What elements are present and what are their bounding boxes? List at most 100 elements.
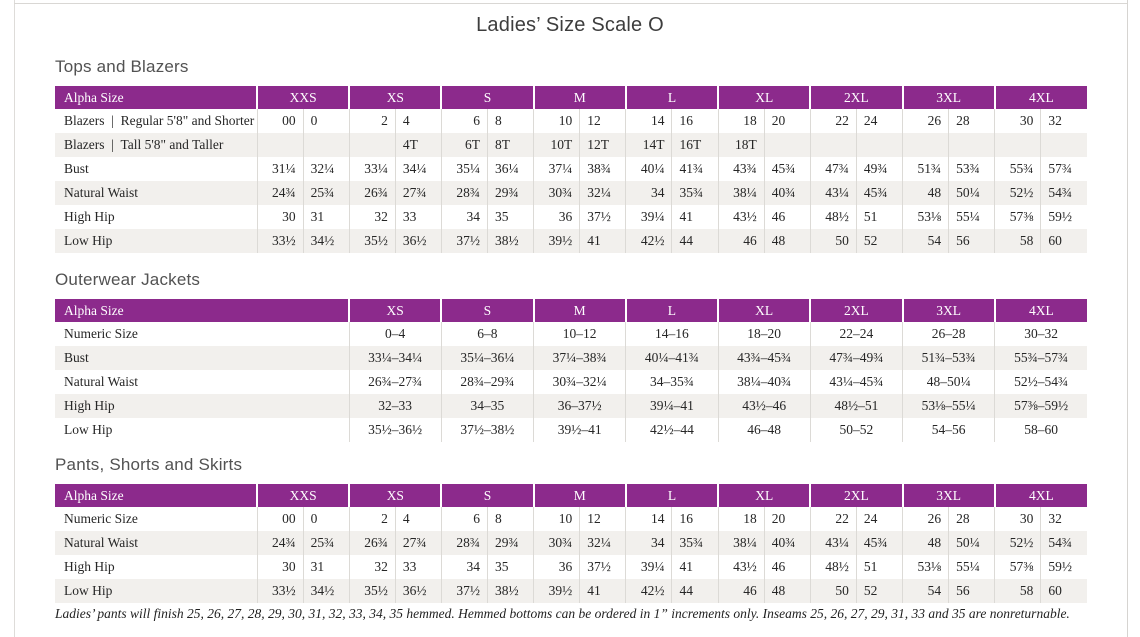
size-cell: 38½ [487, 579, 534, 603]
size-cell: 40¼–41¾ [625, 346, 718, 370]
size-cell: 8 [487, 109, 534, 133]
size-cell: 43½ [717, 205, 765, 229]
size-cell: 52 [855, 579, 903, 603]
table-row: High Hip 30 31 32 33 34 35 36 37½ 39¼ 41 43½ 46 48½ 51… [55, 555, 1087, 579]
size-cell: 31 [302, 205, 350, 229]
size-cell: 38½ [487, 229, 534, 253]
size-cell: 26¾ [348, 531, 396, 555]
size-cell: 39¼ [625, 555, 672, 579]
alpha-size-header: Alpha Size [55, 484, 257, 507]
size-column-header: XL [717, 86, 811, 109]
size-cell: 51 [855, 555, 903, 579]
size-cell: 39½–41 [532, 418, 626, 442]
section-outerwear-jackets: Outerwear Jackets Alpha Size XS S M L XL 2XL 3X… [55, 270, 1087, 442]
size-cell: 51¾ [902, 157, 949, 181]
size-cell: 26–28 [901, 322, 995, 346]
size-cell: 47¾–49¾ [809, 346, 903, 370]
section-heading: Tops and Blazers [55, 57, 189, 76]
size-cell: 10–12 [532, 322, 626, 346]
size-cell: 30 [994, 109, 1041, 133]
size-cell: 59½ [1040, 555, 1087, 579]
size-cell: 10 [533, 109, 580, 133]
size-cell: 55¼ [948, 205, 995, 229]
size-cell: 41 [671, 555, 719, 579]
size-cell: 35½ [348, 579, 396, 603]
size-cell: 58 [994, 229, 1041, 253]
size-cell: 48½–51 [809, 394, 903, 418]
size-cell: 43¼ [809, 181, 857, 205]
size-cell [1040, 133, 1087, 157]
size-cell: 35¾ [671, 531, 719, 555]
size-cell: 14–16 [625, 322, 718, 346]
section-tops-and-blazers: Tops and Blazers Alpha Size XXS XS S M L XL 2XL… [55, 57, 1087, 253]
alpha-size-header: Alpha Size [55, 86, 257, 109]
size-cell: 51 [855, 205, 903, 229]
size-cell: 56 [948, 579, 995, 603]
size-cell [902, 133, 949, 157]
size-cell: 43¼–45¾ [809, 370, 903, 394]
row-label: High Hip [64, 398, 115, 413]
size-cell: 48 [902, 181, 949, 205]
size-column-header: 4XL [993, 86, 1087, 109]
size-cell: 46–48 [717, 418, 811, 442]
size-column-header: M [532, 484, 626, 507]
size-cell: 26¾–27¾ [348, 370, 442, 394]
size-cell: 34 [625, 531, 672, 555]
size-cell: 40¾ [763, 181, 811, 205]
tops-and-blazers-table: Alpha Size XXS XS S M L XL 2XL 3XL 4XL Blazers | R… [55, 86, 1087, 253]
size-column-header: L [624, 484, 719, 507]
size-cell: 48–50¼ [901, 370, 995, 394]
size-cell: 28¾–29¾ [440, 370, 534, 394]
size-cell: 18T [717, 133, 765, 157]
size-cell: 32 [348, 205, 396, 229]
size-cell: 42½ [625, 579, 672, 603]
pants-shorts-skirts-table: Alpha Size XXS XS S M L XL 2XL 3XL 4XL Numeric Siz… [55, 484, 1087, 603]
size-cell: 58 [994, 579, 1041, 603]
size-cell: 45¾ [855, 181, 903, 205]
size-column-header: 2XL [809, 299, 903, 322]
size-cell: 44 [671, 579, 719, 603]
page-edge-top [14, 3, 1127, 4]
size-cell: 37¼ [533, 157, 580, 181]
size-cell: 39½ [533, 579, 580, 603]
size-cell: 33¼–34¼ [348, 346, 442, 370]
size-cell: 40¾ [763, 531, 811, 555]
size-cell: 26 [902, 109, 949, 133]
table-row: Numeric Size 0–4 6–8 10–12 14–16 18–20 22–24 26… [55, 322, 1087, 346]
page-edge-left [14, 0, 15, 637]
table-row: Low Hip 35½–36½ 37½–38½ 39½–41 42½–44 46–48 50… [55, 418, 1087, 442]
table-row: Natural Waist 26¾–27¾ 28¾–29¾ 30¾–32¼ 34–35¾… [55, 370, 1087, 394]
table-row: Low Hip 33½ 34½ 35½ 36½ 37½ 38½ 39½ 41 42½ 44 46 48 5… [55, 579, 1087, 603]
size-column-header: XXS [255, 86, 350, 109]
size-cell: 42½ [625, 229, 672, 253]
size-cell: 43¾ [717, 157, 765, 181]
size-cell: 52½–54¾ [994, 370, 1087, 394]
size-cell: 43¾–45¾ [717, 346, 811, 370]
size-cell: 33 [394, 205, 442, 229]
size-cell: 6–8 [440, 322, 534, 346]
size-cell [763, 133, 811, 157]
size-cell: 46 [717, 579, 765, 603]
size-cell: 36 [533, 205, 580, 229]
size-column-header: 3XL [901, 86, 995, 109]
size-cell: 53⅛–55¼ [901, 394, 995, 418]
row-label: Bust [64, 161, 89, 176]
size-cell [948, 133, 995, 157]
size-cell: 4 [394, 109, 442, 133]
row-label: Low Hip [64, 422, 113, 437]
size-cell: 2 [348, 109, 396, 133]
table-row: Natural Waist 24¾ 25¾ 26¾ 27¾ 28¾ 29¾ 30¾ 32¼ 34 3… [55, 181, 1087, 205]
size-cell: 44 [671, 229, 719, 253]
page-title: Ladies’ Size Scale O [476, 14, 664, 36]
size-cell [256, 133, 304, 157]
size-cell: 18–20 [717, 322, 811, 346]
size-cell: 24 [855, 507, 903, 531]
size-cell: 30 [256, 555, 304, 579]
size-cell: 37½ [579, 205, 626, 229]
size-cell: 22–24 [809, 322, 903, 346]
size-cell: 31 [302, 555, 350, 579]
size-column-header: XL [717, 484, 811, 507]
size-cell: 00 [256, 109, 304, 133]
size-cell: 50–52 [809, 418, 903, 442]
size-cell: 36½ [394, 229, 442, 253]
